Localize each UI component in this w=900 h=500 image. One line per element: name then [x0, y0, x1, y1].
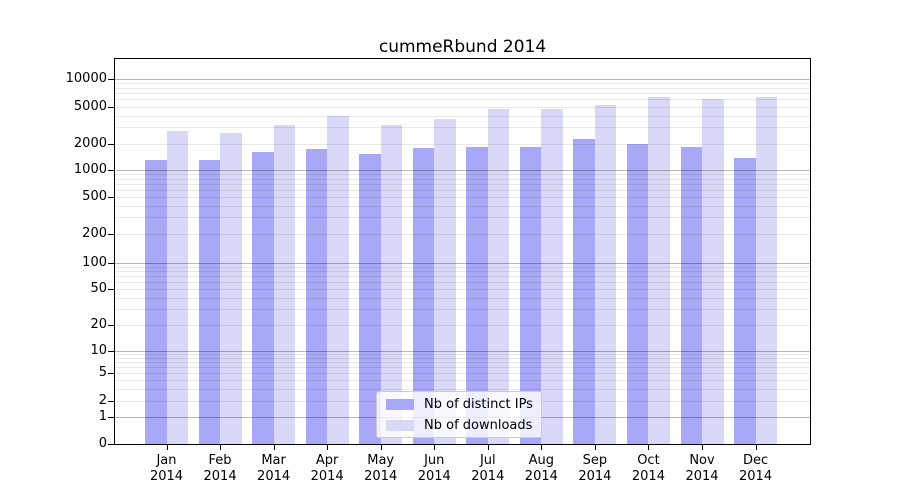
bar-nb-of-downloads-sep	[594, 105, 617, 444]
y-tick-label-5000: 5000	[73, 98, 107, 114]
y-tick-2000	[108, 143, 114, 145]
y-tick-label-2000: 2000	[73, 135, 107, 151]
y-tick-10000	[108, 79, 114, 80]
bar-nb-of-downloads-feb	[220, 132, 242, 444]
bar-nb-of-distinct-ips-jul	[466, 147, 488, 444]
legend-swatch-downloads	[386, 419, 414, 431]
bar-nb-of-downloads-mar	[273, 125, 296, 444]
y-tick-label-100: 100	[82, 254, 107, 270]
x-tick-label-apr: Apr 2014	[310, 453, 344, 484]
bar-nb-of-distinct-ips-feb	[198, 159, 221, 444]
x-tick-label-jul: Jul 2014	[471, 453, 505, 484]
bar-nb-of-downloads-jun	[434, 118, 456, 444]
bar-nb-of-downloads-jul	[487, 109, 510, 444]
x-tick-jan	[166, 445, 168, 450]
x-tick-jul	[487, 445, 489, 450]
x-tick-dec	[755, 445, 757, 450]
y-tick-20	[108, 325, 114, 326]
x-tick-label-jan: Jan 2014	[149, 453, 184, 484]
x-tick-jun	[434, 445, 436, 450]
bar-nb-of-distinct-ips-jun	[412, 147, 435, 444]
y-tick-5	[108, 373, 114, 375]
bar-nb-of-distinct-ips-apr	[305, 148, 328, 444]
bar-nb-of-downloads-oct	[648, 97, 670, 444]
y-tick-label-1: 1	[98, 408, 107, 424]
bar-nb-of-distinct-ips-may	[359, 154, 381, 444]
x-tick-may	[380, 445, 382, 450]
x-tick-oct	[648, 445, 650, 450]
legend-label-distinct-ips: Nb of distinct IPs	[424, 396, 533, 412]
y-tick-1000	[108, 170, 114, 171]
y-tick-0	[108, 444, 114, 445]
bar-nb-of-distinct-ips-nov	[680, 147, 702, 444]
x-tick-aug	[541, 445, 543, 450]
y-tick-label-500: 500	[82, 188, 107, 204]
x-tick-nov	[702, 445, 703, 450]
chart-title: cummeRbund 2014	[378, 37, 547, 57]
x-tick-feb	[220, 445, 222, 450]
y-tick-label-5: 5	[98, 365, 107, 381]
bar-nb-of-downloads-apr	[327, 116, 349, 444]
legend-entry-downloads: Nb of downloads	[386, 418, 541, 433]
y-tick-label-50: 50	[90, 281, 107, 297]
x-tick-label-may: May 2014	[364, 453, 398, 484]
bar-nb-of-downloads-may	[380, 125, 403, 444]
x-tick-apr	[327, 445, 329, 450]
legend: Nb of distinct IPs Nb of downloads	[376, 391, 542, 438]
x-tick-sep	[594, 445, 596, 450]
plot-area	[114, 58, 811, 445]
bar-nb-of-downloads-dec	[755, 97, 778, 444]
bar-nb-of-downloads-aug	[541, 109, 563, 444]
y-tick-label-200: 200	[82, 225, 107, 241]
gridline-minor	[115, 93, 810, 95]
y-tick-2	[108, 400, 114, 402]
x-tick-label-jun: Jun 2014	[417, 453, 451, 484]
gridline-major	[115, 79, 810, 80]
y-tick-1	[108, 416, 114, 418]
gridline-minor	[115, 87, 810, 89]
y-tick-label-10000: 10000	[65, 71, 107, 86]
bar-nb-of-downloads-nov	[702, 98, 724, 444]
y-tick-10	[108, 351, 114, 352]
x-tick-label-feb: Feb 2014	[203, 453, 237, 484]
y-tick-label-10: 10	[90, 343, 107, 358]
legend-swatch-distinct-ips	[386, 398, 414, 410]
bar-nb-of-distinct-ips-oct	[626, 143, 649, 444]
x-tick-label-mar: Mar 2014	[257, 453, 291, 484]
y-tick-label-1000: 1000	[73, 162, 107, 177]
gridline-minor	[115, 83, 810, 85]
y-tick-label-0: 0	[98, 436, 107, 451]
bar-nb-of-distinct-ips-dec	[734, 157, 756, 444]
x-tick-label-nov: Nov 2014	[685, 453, 719, 484]
x-tick-mar	[273, 445, 275, 450]
y-tick-100	[108, 262, 114, 264]
y-tick-5000	[108, 106, 114, 108]
bar-nb-of-distinct-ips-sep	[573, 138, 595, 444]
y-tick-label-20: 20	[90, 317, 107, 332]
x-tick-label-aug: Aug 2014	[524, 453, 558, 484]
legend-label-downloads: Nb of downloads	[424, 417, 533, 433]
bar-nb-of-distinct-ips-aug	[519, 147, 542, 444]
y-tick-500	[108, 196, 114, 198]
y-tick-label-2: 2	[98, 392, 107, 408]
x-tick-label-dec: Dec 2014	[739, 453, 773, 484]
y-tick-200	[108, 233, 114, 235]
bar-nb-of-downloads-jan	[166, 130, 188, 444]
x-tick-label-sep: Sep 2014	[578, 453, 612, 484]
x-tick-label-oct: Oct 2014	[631, 453, 665, 484]
legend-entry-distinct-ips: Nb of distinct IPs	[386, 397, 541, 412]
bar-nb-of-distinct-ips-mar	[252, 151, 274, 444]
bar-nb-of-distinct-ips-jan	[145, 159, 167, 444]
y-tick-50	[108, 289, 114, 291]
